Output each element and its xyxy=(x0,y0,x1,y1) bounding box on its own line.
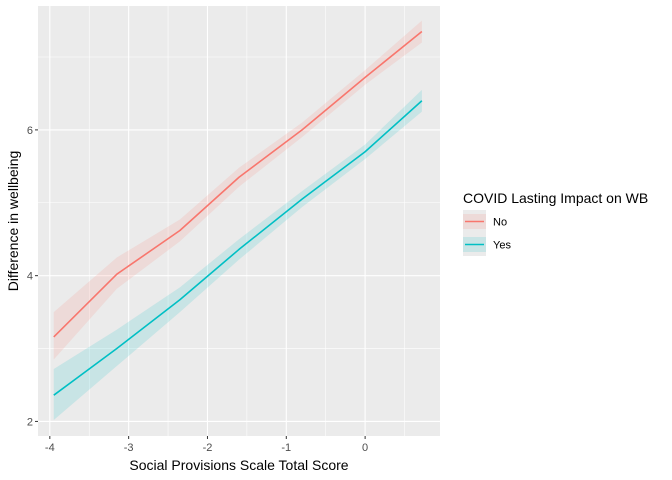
y-tick-label: 6 xyxy=(27,125,33,137)
axes: -4 -3 -2 -1 0 2 4 6 xyxy=(27,125,368,454)
y-tick-label: 2 xyxy=(27,416,33,428)
confidence-bands xyxy=(53,20,422,420)
x-tick-label: -2 xyxy=(203,442,213,454)
legend-keys: No Yes xyxy=(463,210,511,256)
legend-label-yes: Yes xyxy=(493,240,511,252)
confidence-band-no xyxy=(53,20,422,360)
series-line-no xyxy=(53,30,423,338)
series-lines xyxy=(53,30,423,396)
confidence-band-yes xyxy=(53,89,422,420)
x-tick-label: 0 xyxy=(362,442,368,454)
x-tick-label: -1 xyxy=(281,442,291,454)
x-tick-label: -4 xyxy=(45,442,55,454)
x-axis-title: Social Provisions Scale Total Score xyxy=(129,457,348,473)
legend: COVID Lasting Impact on WB No Yes xyxy=(463,190,648,256)
legend-title: COVID Lasting Impact on WB xyxy=(463,190,648,206)
y-axis-title: Difference in wellbeing xyxy=(5,151,21,292)
grid xyxy=(38,6,440,436)
x-tick-label: -3 xyxy=(124,442,134,454)
panel-background xyxy=(38,6,440,436)
legend-label-no: No xyxy=(493,217,507,229)
y-tick-label: 4 xyxy=(27,271,33,283)
series-line-yes xyxy=(53,100,423,396)
